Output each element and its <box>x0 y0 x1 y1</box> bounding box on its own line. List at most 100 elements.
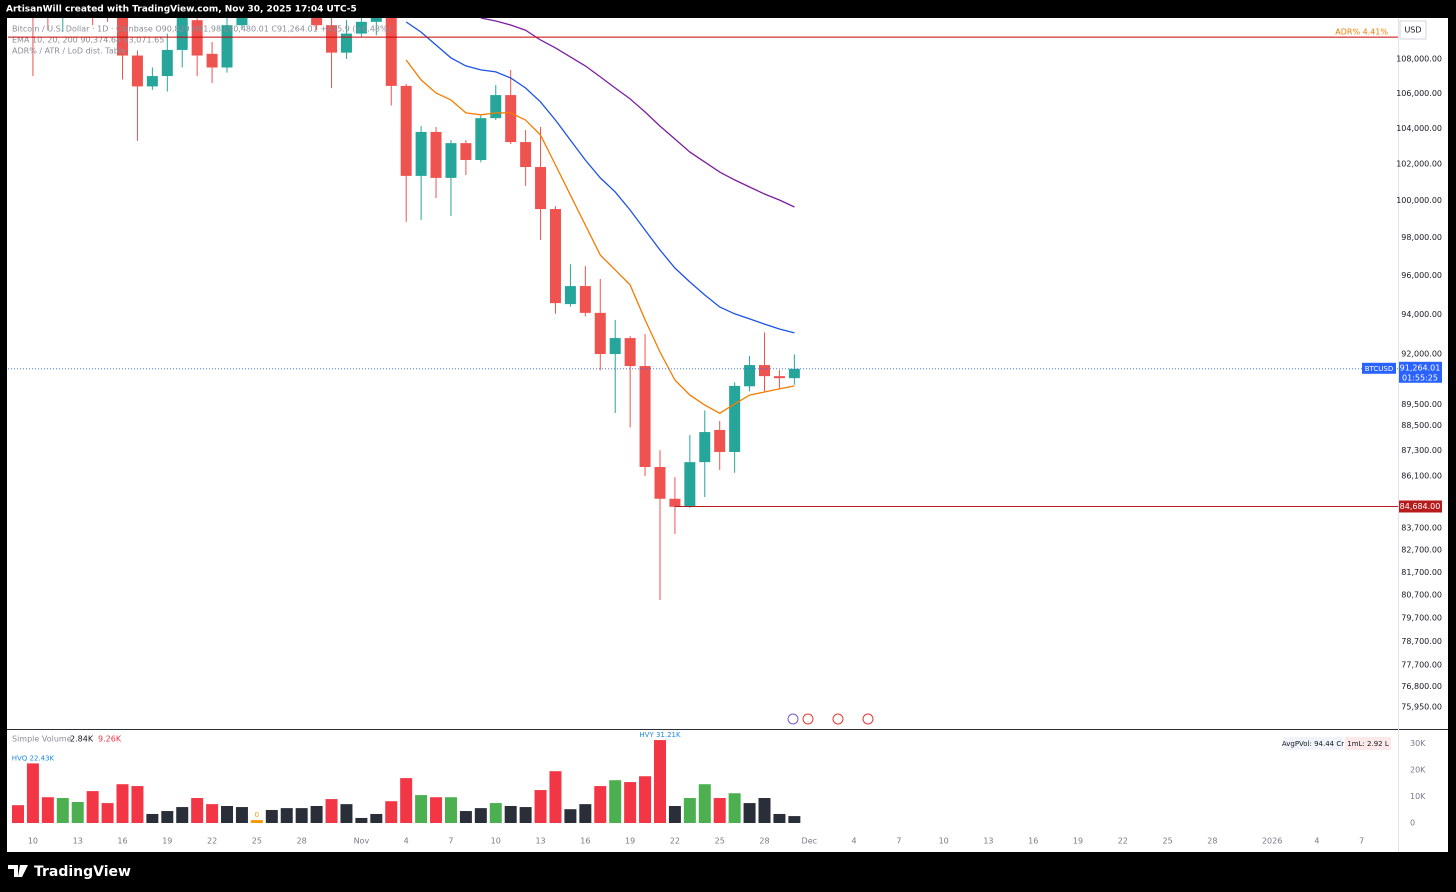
y-tick-label: 75,950.00 <box>1401 702 1442 711</box>
candle-body <box>714 429 726 452</box>
candle-body <box>236 18 248 26</box>
y-tick-label: 80,700.00 <box>1401 591 1442 600</box>
volume-bar <box>235 807 248 823</box>
volume-bar <box>86 791 99 823</box>
candle-body <box>744 365 756 387</box>
logo-mark <box>8 865 28 877</box>
volume-bar <box>295 808 308 823</box>
volume-bar <box>668 805 681 823</box>
volume-bar <box>146 813 159 823</box>
x-tick-label: Nov <box>354 837 370 846</box>
x-tick-label: 7 <box>1359 837 1364 846</box>
volume-bar <box>549 771 562 823</box>
y-tick-label: 92,000.00 <box>1401 350 1442 359</box>
currency: USD <box>1404 26 1421 35</box>
candle-body <box>654 467 666 499</box>
volume-bar <box>221 805 234 823</box>
volume-tick-label: 0 <box>1410 819 1415 828</box>
event-icon <box>787 713 799 725</box>
candle-body <box>475 118 487 160</box>
event-icon <box>802 713 814 725</box>
volume-annotation: HVQ 22.43K <box>12 754 55 762</box>
candle-body <box>759 365 770 377</box>
candle-body <box>311 18 323 26</box>
volume-bar <box>26 763 39 823</box>
x-tick-label: 13 <box>983 837 993 846</box>
x-tick-label: 16 <box>117 837 127 846</box>
candle-body <box>535 167 547 210</box>
credit: ArtisanWill created with TradingView.com… <box>6 5 357 15</box>
ma-line <box>405 21 795 334</box>
candle-body <box>490 95 502 119</box>
volume-bar <box>310 805 323 823</box>
x-tick-label: Dec <box>802 837 817 846</box>
x-tick-label: 4 <box>404 837 409 846</box>
y-tick-label: 100,000.00 <box>1396 196 1442 205</box>
brand: TradingView <box>34 864 131 880</box>
y-tick-label: 87,300.00 <box>1401 446 1442 455</box>
volume-bar <box>639 776 652 823</box>
volume-bar <box>400 778 413 823</box>
symbol-label: BTCUSD <box>1365 365 1394 373</box>
volume-bar <box>444 797 457 823</box>
volume-annotation: 0 <box>255 811 259 819</box>
candle-body <box>340 33 352 53</box>
y-tick-label: 79,700.00 <box>1401 614 1442 623</box>
volume-legend: Simple Volume <box>12 735 72 744</box>
volume-legend: 2.84K <box>70 735 94 744</box>
candle-body <box>639 366 651 468</box>
legend-text: ADR% / ATR / LoD dist. Table <box>12 47 126 56</box>
y-tick-label: 82,700.00 <box>1401 546 1442 555</box>
volume-bar <box>206 804 219 823</box>
volume-tick-label: 30K <box>1410 739 1426 748</box>
x-tick-label: 7 <box>448 837 453 846</box>
candle-body <box>445 143 457 178</box>
volume-bar <box>250 820 263 823</box>
candle-body <box>191 20 203 56</box>
x-tick-label: 28 <box>297 837 307 846</box>
volume-bar <box>131 786 144 823</box>
volume-bar <box>504 805 517 823</box>
x-tick-label: 10 <box>491 837 501 846</box>
volume-bar <box>56 798 69 823</box>
candle-body <box>146 76 158 87</box>
y-tick-label: 86,100.00 <box>1401 471 1442 480</box>
candle-body <box>221 25 233 68</box>
x-tick-label: 2026 <box>1262 837 1282 846</box>
candle-body <box>131 55 143 87</box>
x-tick-label: 7 <box>896 837 901 846</box>
candle-body <box>355 21 367 34</box>
x-tick-label: 16 <box>1028 837 1038 846</box>
x-tick-label: 25 <box>715 837 725 846</box>
last-price-label: 91,264.01 <box>1400 363 1441 372</box>
x-tick-label: 10 <box>28 837 38 846</box>
legend-text: Bitcoin / U.S. Dollar · 1D · Coinbase O9… <box>12 25 391 34</box>
x-tick-label: 22 <box>207 837 217 846</box>
candle-body <box>430 131 442 178</box>
event-icons <box>787 713 874 725</box>
volume-bar <box>430 797 443 823</box>
volume-bar <box>579 804 592 823</box>
candle-body <box>729 385 741 452</box>
volume-bar <box>116 784 129 823</box>
y-tick-label: 89,500.00 <box>1401 400 1442 409</box>
volume-bar <box>385 801 398 823</box>
x-tick-label: 13 <box>73 837 83 846</box>
volume-bar <box>698 784 711 823</box>
volume-bar <box>12 805 24 823</box>
volume-bar <box>176 807 189 823</box>
legend-text: EMA 10, 20, 200 90,374.64 93,071.65 <box>12 36 164 45</box>
candle-body <box>684 462 696 507</box>
volume-bar <box>594 786 607 823</box>
candle-body <box>564 286 576 305</box>
volume-bar <box>265 809 278 823</box>
y-tick-label: 98,000.00 <box>1401 233 1442 242</box>
y-tick-label: 106,000.00 <box>1396 89 1442 98</box>
currency-box <box>1399 20 1427 40</box>
volume-bar <box>474 808 487 823</box>
x-tick-label: 25 <box>252 837 262 846</box>
ma-line <box>405 59 795 414</box>
candle-body <box>773 376 785 379</box>
volume-bar <box>191 798 204 823</box>
y-tick-label: 81,700.00 <box>1401 568 1442 577</box>
